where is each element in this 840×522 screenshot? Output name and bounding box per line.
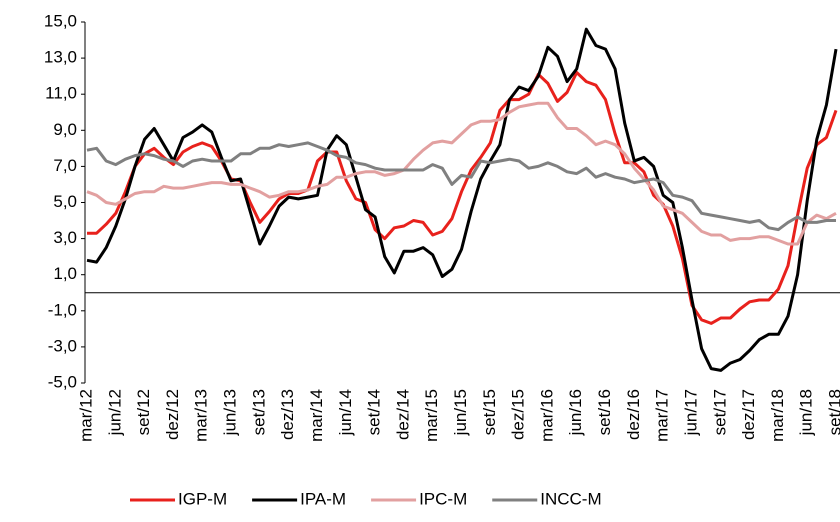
y-tick-label: 11,0 [45,84,77,103]
y-tick-label: -3,0 [48,336,77,355]
y-tick-label: 9,0 [53,120,77,139]
legend-label: INCC-M [540,489,601,508]
y-tick-label: 5,0 [53,192,77,211]
x-tick-label: mar/17 [653,389,672,442]
x-tick-label: dez/14 [393,389,412,440]
x-tick-label: jun/13 [221,389,240,436]
x-tick-label: dez/16 [624,389,643,440]
x-tick-label: mar/18 [768,389,787,442]
x-tick-label: mar/12 [76,389,95,442]
x-tick-label: jun/12 [105,389,124,436]
x-tick-label: jun/15 [451,389,470,436]
x-tick-label: dez/15 [509,389,528,440]
legend-label: IPA-M [300,489,346,508]
y-tick-label: -5,0 [48,372,77,391]
x-tick-label: mar/16 [537,389,556,442]
x-tick-label: mar/13 [192,389,211,442]
x-tick-label: dez/12 [163,389,182,440]
series-line [86,101,837,246]
y-tick-label: 13,0 [44,48,77,67]
x-tick-label: mar/15 [422,389,441,442]
y-tick-label: 15,0 [44,11,77,30]
y-tick-label: -1,0 [48,300,77,319]
x-tick-label: set/14 [365,389,384,435]
series-line [86,141,836,232]
x-tick-label: jun/14 [336,389,355,436]
x-tick-label: set/15 [480,389,499,435]
x-tick-label: set/13 [249,389,268,435]
x-tick-label: dez/17 [739,389,758,440]
x-tick-label: set/12 [134,389,153,435]
x-tick-label: set/18 [825,389,840,435]
x-tick-label: dez/13 [278,389,297,440]
x-tick-label: mar/14 [307,389,326,442]
legend-label: IPC-M [419,489,467,508]
series-line [87,71,838,325]
legend-label: IGP-M [178,489,227,508]
x-tick-label: set/16 [595,389,614,435]
x-tick-label: set/17 [710,389,729,435]
y-tick-label: 3,0 [53,228,77,247]
y-tick-label: 1,0 [53,264,77,283]
x-tick-label: jun/18 [797,389,816,436]
y-tick-label: 7,0 [53,156,77,175]
series-line [86,27,838,372]
x-tick-label: jun/16 [566,389,585,436]
x-tick-label: jun/17 [681,389,700,436]
